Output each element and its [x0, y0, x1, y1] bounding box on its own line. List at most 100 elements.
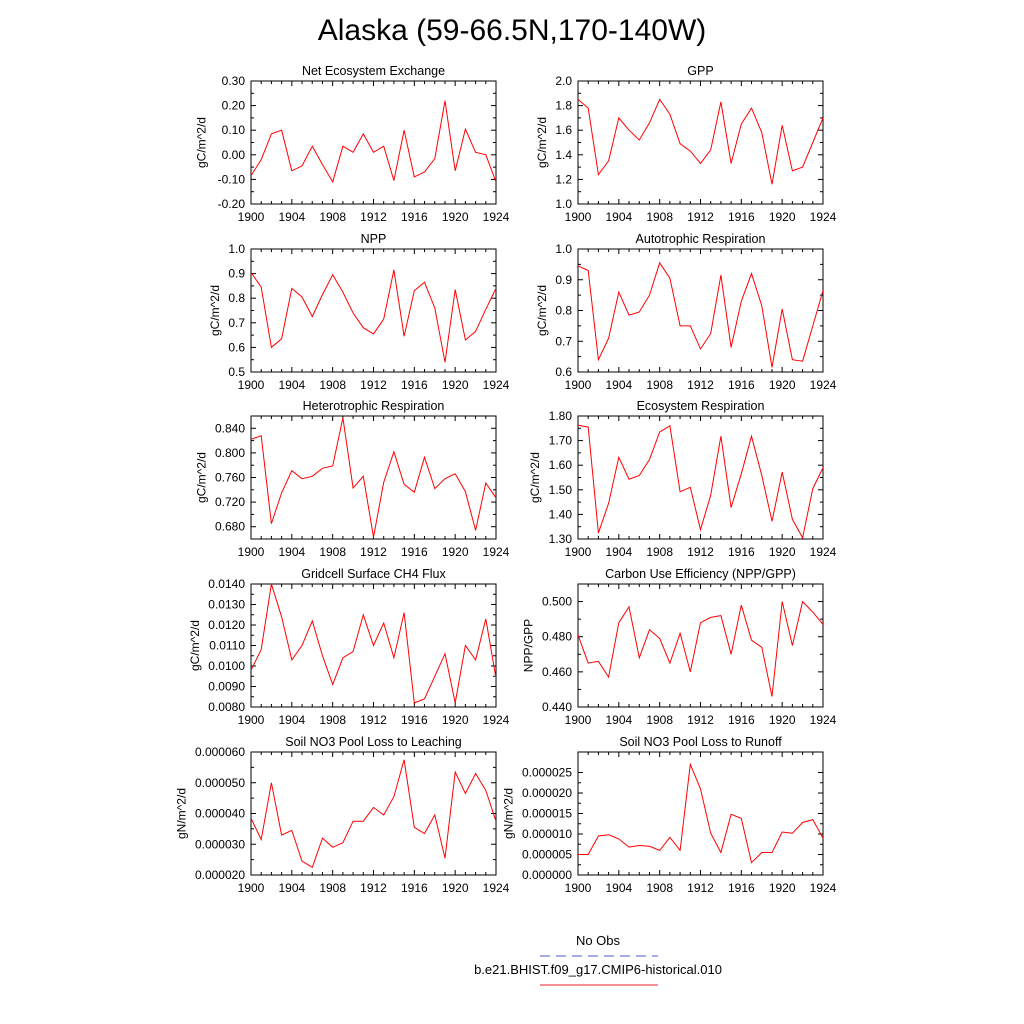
legend-label-model: b.e21.BHIST.f09_g17.CMIP6-historical.010 [474, 962, 722, 977]
y-tick-label: 0.000010 [522, 827, 572, 841]
x-tick-label: 1904 [278, 881, 305, 895]
figure-title: Alaska (59-66.5N,170-140W) [318, 14, 707, 47]
y-tick-label: 0.20 [222, 99, 246, 113]
panel-title: Carbon Use Efficiency (NPP/GPP) [605, 567, 796, 581]
x-tick-label: 1924 [810, 713, 837, 727]
y-axis-label: gC/m^2/d [528, 452, 542, 503]
x-tick-label: 1908 [319, 881, 346, 895]
y-tick-label: 0.9 [555, 273, 572, 287]
y-tick-label: 0.840 [215, 421, 245, 435]
x-tick-label: 1924 [483, 713, 510, 727]
chart-panel-8: Carbon Use Efficiency (NPP/GPP) 1900 1904 1… [522, 567, 837, 727]
x-tick-label: 1908 [646, 210, 673, 224]
y-axis-label: gC/m^2/d [208, 285, 222, 336]
y-tick-label: 0.30 [222, 74, 246, 88]
x-tick-label: 1924 [483, 210, 510, 224]
series-line [578, 261, 823, 368]
series-line [251, 100, 496, 184]
x-tick-label: 1912 [360, 881, 387, 895]
y-tick-label: 1.6 [555, 123, 572, 137]
y-tick-label: 0.6 [228, 340, 245, 354]
chart-panel-7: Gridcell Surface CH4 Flux 1900 1904 1908 191… [188, 567, 510, 727]
y-tick-label: 1.4 [555, 148, 572, 162]
chart-panel-1: Net Ecosystem Exchange 1900 1904 1908 1912 19… [195, 64, 510, 224]
panel-title: Heterotrophic Respiration [303, 399, 445, 413]
panel-title: Net Ecosystem Exchange [302, 64, 445, 78]
x-tick-label: 1908 [319, 545, 346, 559]
x-tick-label: 1900 [238, 881, 265, 895]
x-tick-label: 1924 [483, 545, 510, 559]
y-tick-label: 0.000050 [195, 776, 245, 790]
y-tick-label: -0.20 [218, 197, 246, 211]
x-tick-label: 1916 [401, 378, 428, 392]
x-tick-label: 1916 [401, 881, 428, 895]
panel-title: Soil NO3 Pool Loss to Leaching [285, 735, 462, 749]
y-tick-label: 0.000060 [195, 745, 245, 759]
y-axis-label: gC/m^2/d [188, 620, 202, 671]
panel-title: Soil NO3 Pool Loss to Runoff [619, 735, 782, 749]
chart-panel-3: NPP 1900 1904 1908 1912 1916 1920 1924 0.5 0.6 0.7… [208, 232, 510, 392]
y-tick-label: 0.480 [542, 630, 572, 644]
x-tick-label: 1908 [319, 713, 346, 727]
x-tick-label: 1912 [687, 545, 714, 559]
x-tick-label: 1924 [810, 210, 837, 224]
panel-title: NPP [361, 232, 387, 246]
y-tick-label: 0.720 [215, 495, 245, 509]
x-tick-label: 1900 [238, 210, 265, 224]
x-tick-label: 1920 [442, 713, 469, 727]
x-tick-label: 1904 [278, 545, 305, 559]
x-tick-label: 1920 [442, 545, 469, 559]
x-tick-label: 1916 [401, 713, 428, 727]
y-tick-label: 0.0080 [208, 700, 245, 714]
x-tick-label: 1908 [319, 210, 346, 224]
x-tick-label: 1904 [605, 713, 632, 727]
series-line [578, 600, 823, 697]
x-tick-label: 1900 [565, 881, 592, 895]
x-tick-label: 1908 [646, 378, 673, 392]
y-axis-label: NPP/GPP [522, 619, 536, 672]
x-tick-label: 1916 [728, 378, 755, 392]
x-tick-label: 1912 [360, 378, 387, 392]
panel-title: Ecosystem Respiration [637, 399, 765, 413]
series-line [251, 269, 496, 363]
x-tick-label: 1920 [442, 881, 469, 895]
x-tick-label: 1900 [565, 713, 592, 727]
chart-panel-10: Soil NO3 Pool Loss to Runoff 1900 1904 1908… [501, 735, 836, 895]
x-tick-label: 1920 [769, 713, 796, 727]
x-tick-label: 1900 [238, 378, 265, 392]
panels: Net Ecosystem Exchange 1900 1904 1908 1912 19… [174, 64, 836, 895]
series-line [578, 98, 823, 185]
x-tick-label: 1900 [565, 545, 592, 559]
x-tick-label: 1916 [401, 545, 428, 559]
x-tick-label: 1916 [728, 545, 755, 559]
y-tick-label: 0.9 [228, 267, 245, 281]
y-tick-label: 1.2 [555, 172, 572, 186]
y-tick-label: 1.40 [549, 507, 573, 521]
series-line [578, 424, 823, 539]
series-line [251, 417, 496, 538]
panel-title: GPP [687, 64, 713, 78]
y-tick-label: 0.0090 [208, 680, 245, 694]
plot-frame [250, 80, 497, 205]
y-tick-label: 0.5 [228, 365, 245, 379]
x-tick-label: 1912 [687, 713, 714, 727]
x-tick-label: 1924 [483, 881, 510, 895]
x-tick-label: 1912 [360, 210, 387, 224]
x-tick-label: 1916 [728, 210, 755, 224]
y-tick-label: 0.440 [542, 700, 572, 714]
y-tick-label: 0.000000 [522, 868, 572, 882]
legend-label-obs: No Obs [576, 933, 621, 948]
panel-title: Autotrophic Respiration [636, 232, 766, 246]
y-tick-label: 0.000025 [522, 766, 572, 780]
y-tick-label: 0.7 [228, 316, 245, 330]
x-tick-label: 1916 [401, 210, 428, 224]
y-tick-label: 0.800 [215, 446, 245, 460]
plot-frame [250, 751, 497, 876]
y-tick-label: 1.60 [549, 458, 573, 472]
x-tick-label: 1920 [769, 378, 796, 392]
y-tick-label: -0.10 [218, 172, 246, 186]
x-tick-label: 1908 [646, 713, 673, 727]
y-tick-label: 0.000020 [522, 786, 572, 800]
y-tick-label: 0.00 [222, 148, 246, 162]
x-tick-label: 1900 [238, 713, 265, 727]
